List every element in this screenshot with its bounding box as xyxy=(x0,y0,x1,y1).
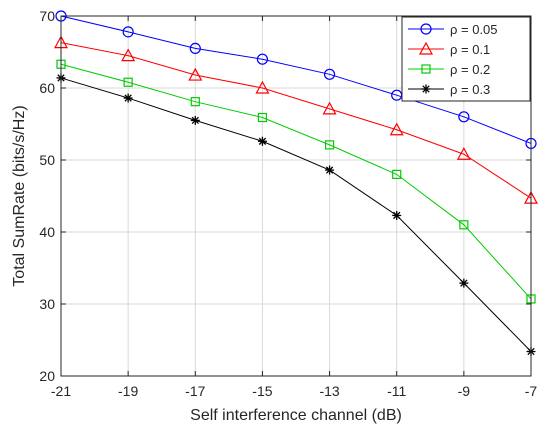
asterisk-stroke xyxy=(422,85,430,93)
data-point xyxy=(257,136,267,146)
y-tick-label: 60 xyxy=(39,80,55,96)
legend-item: ρ = 0.2 xyxy=(408,62,490,77)
data-point xyxy=(392,169,402,179)
data-point xyxy=(188,67,203,81)
x-axis-label: Self interference channel (dB) xyxy=(190,407,402,424)
x-tick-label: -13 xyxy=(319,383,339,399)
data-point xyxy=(456,146,471,160)
series-line xyxy=(60,42,532,199)
x-tick-label: -9 xyxy=(458,383,471,399)
data-point xyxy=(255,80,270,94)
data-point xyxy=(325,165,335,175)
legend-item: ρ = 0.3 xyxy=(408,82,490,97)
legend-label: ρ = 0.1 xyxy=(450,42,490,57)
data-point xyxy=(324,140,335,150)
plot-frame xyxy=(60,15,532,377)
series-line xyxy=(60,15,532,144)
data-point xyxy=(389,122,404,136)
series-line xyxy=(60,63,532,300)
y-tick-label: 40 xyxy=(39,224,55,240)
data-point xyxy=(392,210,402,220)
data-point xyxy=(323,68,336,80)
legend-label: ρ = 0.3 xyxy=(450,82,490,97)
legend-item: ρ = 0.1 xyxy=(408,41,490,57)
asterisk-stroke xyxy=(124,94,132,102)
asterisk-stroke xyxy=(393,211,401,220)
data-point xyxy=(121,48,136,62)
legend-marker xyxy=(421,64,431,74)
asterisk-stroke xyxy=(258,137,267,145)
data-point xyxy=(122,26,134,38)
asterisk-stroke xyxy=(460,279,468,287)
x-tick-label: -19 xyxy=(118,383,138,399)
asterisk-stroke xyxy=(325,166,334,174)
x-tick-label: -17 xyxy=(185,383,205,399)
data-point xyxy=(322,101,337,115)
axis-ticks: -21 -19 -17 -15 -13 -11 -9 -7 20 30 40 50 60 70 xyxy=(39,8,537,399)
data-point xyxy=(458,111,470,123)
y-tick-label: 20 xyxy=(39,368,55,384)
data-point xyxy=(190,115,200,125)
data-point xyxy=(190,97,200,107)
asterisk-stroke xyxy=(191,116,199,125)
x-tick-label: -11 xyxy=(387,383,406,399)
legend-label: ρ = 0.2 xyxy=(450,62,490,77)
data-point xyxy=(123,77,133,87)
y-tick-label: 70 xyxy=(39,8,55,24)
legend-marker xyxy=(420,23,432,35)
data-point xyxy=(256,53,269,65)
x-tick-label: -21 xyxy=(51,383,71,399)
legend-item: ρ = 0.05 xyxy=(408,22,498,37)
legend-marker xyxy=(421,84,431,94)
data-point xyxy=(459,278,469,288)
data-point xyxy=(459,220,469,230)
legend-label: ρ = 0.05 xyxy=(450,22,498,37)
series-line xyxy=(60,77,532,352)
y-tick-label: 50 xyxy=(39,152,55,168)
legend: ρ = 0.05 ρ = 0.1 ρ = 0.2 ρ = 0.3 xyxy=(401,16,531,102)
series-3 xyxy=(56,59,536,304)
x-tick-label: -7 xyxy=(525,383,538,399)
y-tick-label: 30 xyxy=(39,296,55,312)
x-tick-label: -15 xyxy=(252,383,272,399)
series-layer xyxy=(53,10,539,357)
legend-marker xyxy=(418,41,434,55)
data-point xyxy=(189,42,201,55)
data-point xyxy=(123,93,133,103)
y-axis-label: Total SumRate (bits/s/Hz) xyxy=(11,105,28,286)
series-1 xyxy=(55,10,537,150)
data-point xyxy=(257,112,268,123)
